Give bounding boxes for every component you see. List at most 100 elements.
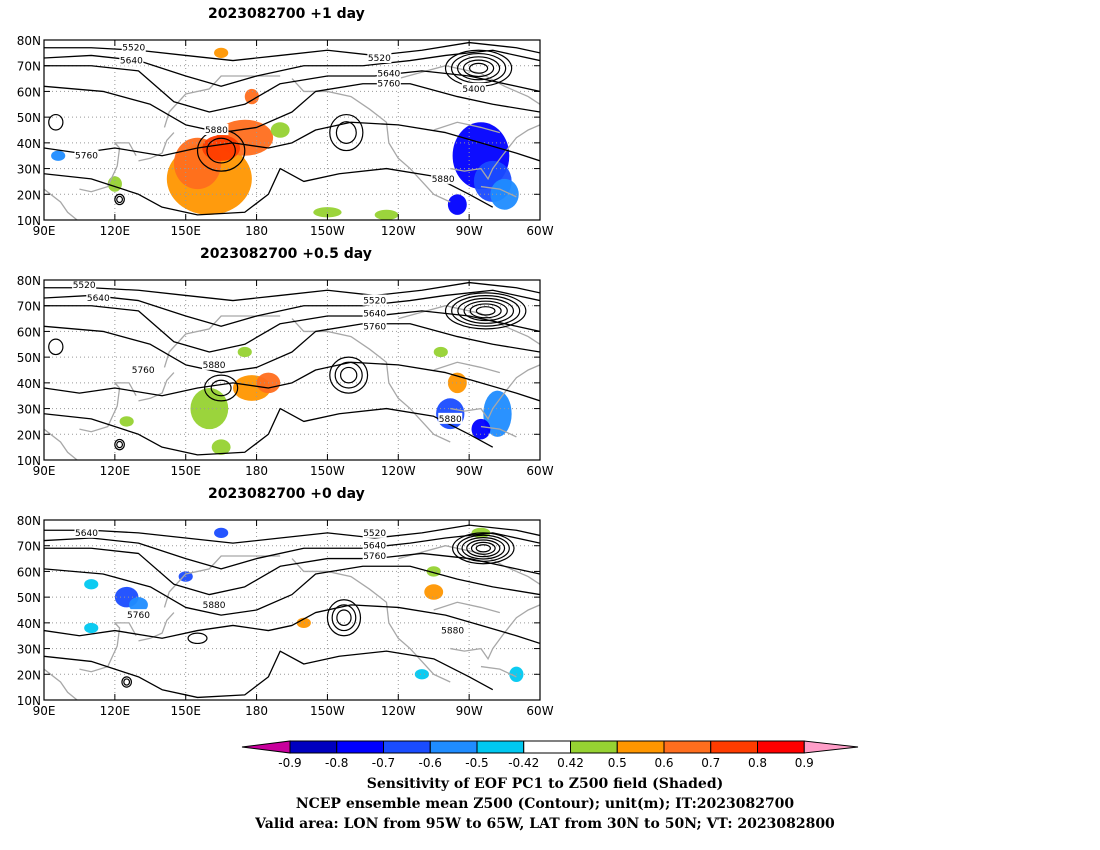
lat-tick-label: 50N — [17, 111, 41, 125]
colorbar-box — [429, 740, 478, 754]
contour-label: 5760 — [363, 322, 386, 332]
coastline — [138, 372, 175, 402]
lat-tick-label: 60N — [17, 325, 41, 339]
coastline — [44, 668, 78, 700]
map-frame — [43, 279, 541, 461]
colorbar-box — [336, 740, 384, 754]
contour-label-bg — [362, 307, 387, 319]
contour-closed — [116, 195, 124, 204]
lon-tick-label: 60W — [526, 704, 553, 718]
coastline — [433, 121, 501, 134]
contour-line — [44, 547, 540, 596]
coastline — [291, 78, 451, 203]
shading-patch — [270, 122, 290, 138]
contour-line — [44, 323, 540, 374]
contour-label-bg — [362, 526, 387, 538]
lon-tick-label: 180 — [245, 224, 268, 238]
contour-closed — [456, 56, 501, 81]
contour-closed — [48, 113, 64, 131]
shading-patch — [414, 669, 429, 680]
contour-closed — [336, 609, 352, 627]
contour-label-bg — [461, 82, 486, 94]
contour-closed — [335, 121, 357, 144]
contour-line — [44, 524, 540, 544]
contour-closed — [329, 113, 364, 152]
contour-label: 5880 — [203, 601, 226, 611]
lat-tick-label: 10N — [17, 214, 41, 228]
colorbar-label: -0.7 — [372, 756, 395, 770]
colorbar-label: 0.42 — [557, 756, 584, 770]
contour-label: 5640 — [363, 542, 386, 552]
contour-label-bg — [72, 280, 97, 291]
lat-tick-label: 80N — [17, 514, 41, 528]
colorbar-label: -0.8 — [325, 756, 348, 770]
contour-closed — [470, 541, 496, 555]
lon-tick-label: 150W — [310, 464, 345, 478]
contour-label: 5640 — [87, 294, 110, 304]
coastline — [450, 124, 540, 181]
contour-label: 5880 — [439, 415, 462, 425]
lat-tick-label: 80N — [17, 34, 41, 48]
contour-line — [44, 121, 540, 162]
contour-label: 5400 — [462, 85, 485, 95]
shading-patch — [202, 135, 241, 161]
contour-closed — [121, 676, 132, 688]
colorbar-arrow-right — [803, 740, 859, 754]
colorbar-box — [616, 740, 665, 754]
contour-label: 5520 — [363, 297, 386, 307]
coastline — [138, 132, 175, 162]
panel-1-title: 2023082700 +1 day — [208, 6, 365, 22]
coastline — [163, 75, 281, 128]
lat-tick-label: 40N — [17, 137, 41, 151]
footer-line-1: Sensitivity of EOF PC1 to Z500 field (Sh… — [366, 776, 724, 792]
lon-tick-label: 90E — [33, 224, 56, 238]
contour-closed — [475, 306, 496, 316]
lon-tick-label: 120W — [381, 464, 416, 478]
contour-closed — [206, 137, 236, 164]
contour-label-bg — [431, 172, 456, 184]
lat-tick-label: 20N — [17, 188, 41, 202]
lon-tick-label: 120E — [100, 704, 131, 718]
contour-line — [44, 650, 494, 699]
lon-tick-label: 60W — [526, 464, 553, 478]
colorbar-box — [383, 740, 431, 754]
coastline — [450, 604, 540, 661]
coastline — [398, 65, 540, 105]
contour-closed — [123, 678, 131, 686]
contour-closed — [331, 604, 357, 632]
lat-tick-label: 30N — [17, 163, 41, 177]
colorbar-label: -0.6 — [419, 756, 442, 770]
lat-tick-label: 40N — [17, 377, 41, 391]
contour-closed — [452, 532, 515, 565]
contour-line — [44, 65, 540, 113]
contour-closed — [457, 297, 515, 324]
lon-tick-label: 150E — [170, 464, 201, 478]
contour-line — [44, 289, 540, 327]
contour-label-bg — [121, 41, 146, 53]
colorbar-label: -0.9 — [278, 756, 301, 770]
contour-line — [44, 281, 540, 302]
contour-label: 5520 — [363, 529, 386, 539]
colorbar-box — [523, 740, 571, 754]
shading-patch — [244, 88, 259, 105]
map-panel-3: 5640 55205640576057605880588080N70N60N50N… — [17, 514, 554, 718]
contour-label-bg — [74, 149, 99, 161]
contour-label-bg — [202, 358, 227, 370]
contour-label: 5880 — [205, 126, 228, 136]
contour-label: 5880 — [203, 361, 226, 371]
lat-tick-label: 20N — [17, 428, 41, 442]
lon-tick-label: 150E — [170, 704, 201, 718]
shading-patch — [483, 390, 512, 437]
contour-line — [44, 83, 540, 134]
lat-tick-label: 50N — [17, 591, 41, 605]
contour-closed — [444, 292, 527, 330]
contour-label-bg — [362, 320, 387, 332]
panel-3-title: 2023082700 +0 day — [208, 486, 365, 502]
lon-tick-label: 150W — [310, 224, 345, 238]
shading-patch — [129, 597, 148, 613]
shading-patch — [447, 194, 467, 215]
contour-label: 5760 — [132, 366, 155, 376]
contour-label-bg — [440, 624, 465, 636]
lat-tick-label: 30N — [17, 403, 41, 417]
lon-tick-label: 120W — [381, 224, 416, 238]
